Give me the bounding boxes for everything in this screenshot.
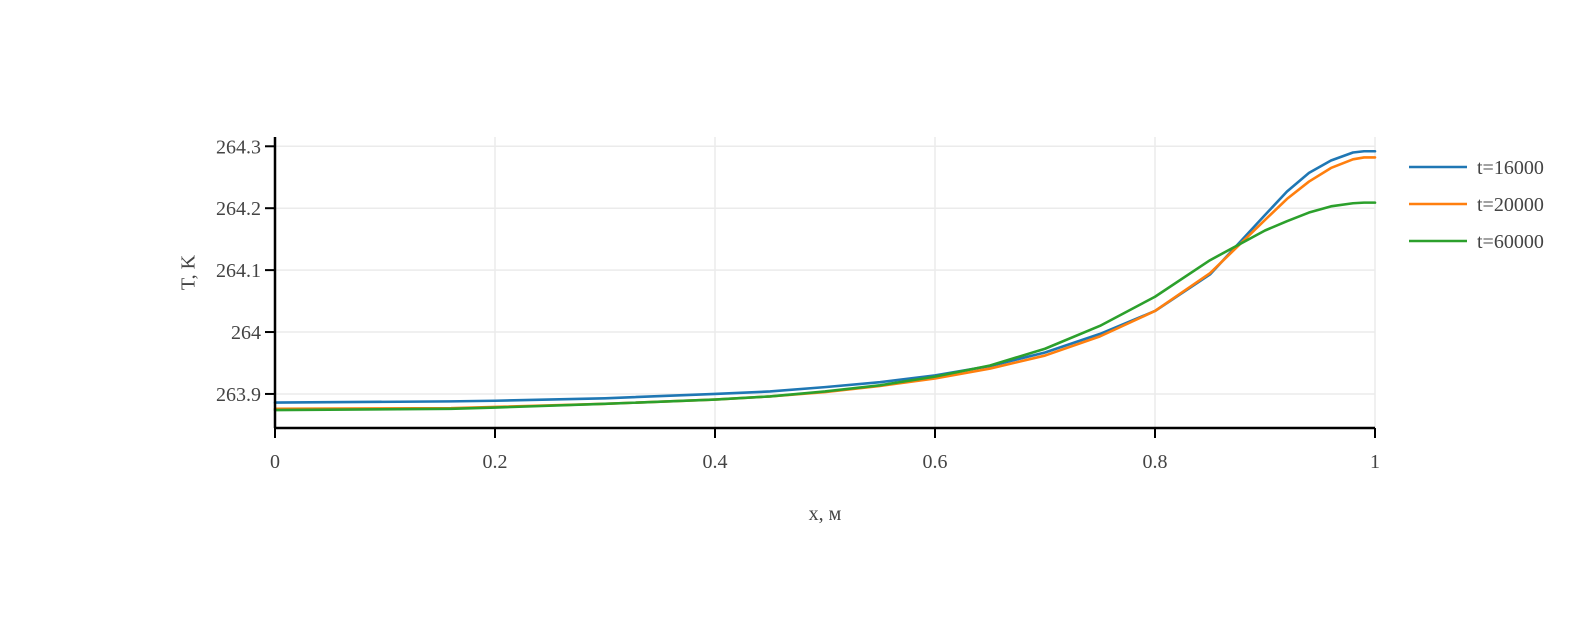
y-axis-title: T, K [178, 254, 200, 290]
axes [265, 137, 1376, 438]
series-lines [273, 149, 1377, 412]
y-tick-label: 264.3 [216, 136, 261, 158]
series-line-1 [273, 149, 1377, 404]
legend-label-3: t=60000 [1477, 231, 1544, 253]
y-tick-label: 263.9 [216, 384, 261, 406]
legend: t=16000 t=20000 t=60000 [1409, 157, 1544, 253]
x-tick-label: 0 [270, 451, 280, 473]
grid-lines [275, 137, 1376, 428]
y-tick-label: 264.2 [216, 198, 261, 220]
y-tick-label: 264.1 [216, 260, 261, 282]
x-tick-label: 0.4 [703, 451, 728, 473]
legend-label-2: t=20000 [1477, 194, 1544, 216]
x-tick-label: 0.2 [483, 451, 508, 473]
x-tick-label: 0.6 [923, 451, 948, 473]
series-line-3 [273, 201, 1377, 412]
y-tick-label: 264 [231, 322, 261, 344]
x-tick-label: 0.8 [1143, 451, 1168, 473]
x-tick-label: 1 [1370, 451, 1380, 473]
legend-label-1: t=16000 [1477, 157, 1544, 179]
tick-labels: 0 0.2 0.4 0.6 0.8 1 263.9 264 264.1 264.2 264.3 [216, 136, 1380, 473]
series-line-2 [273, 156, 1377, 411]
x-axis-title: x, м [809, 503, 842, 525]
